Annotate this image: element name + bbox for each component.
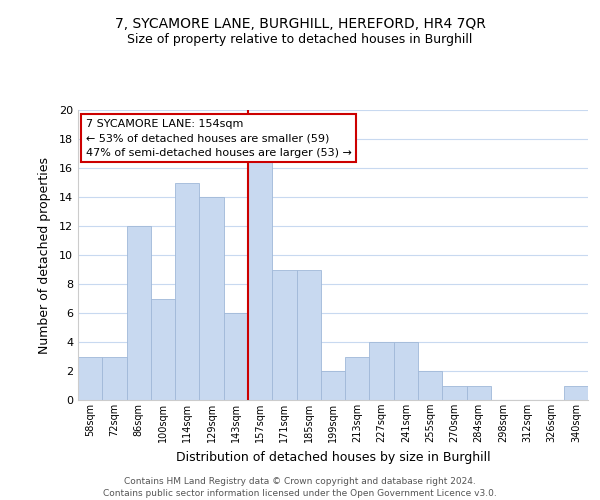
- Bar: [370, 342, 394, 400]
- Bar: [248, 154, 272, 400]
- Text: 7 SYCAMORE LANE: 154sqm
← 53% of detached houses are smaller (59)
47% of semi-de: 7 SYCAMORE LANE: 154sqm ← 53% of detache…: [86, 118, 352, 158]
- Text: Contains HM Land Registry data © Crown copyright and database right 2024.: Contains HM Land Registry data © Crown c…: [124, 478, 476, 486]
- Bar: [175, 182, 199, 400]
- Bar: [321, 371, 345, 400]
- Bar: [102, 356, 127, 400]
- X-axis label: Distribution of detached houses by size in Burghill: Distribution of detached houses by size …: [176, 450, 490, 464]
- Bar: [345, 356, 370, 400]
- Y-axis label: Number of detached properties: Number of detached properties: [38, 156, 50, 354]
- Text: 7, SYCAMORE LANE, BURGHILL, HEREFORD, HR4 7QR: 7, SYCAMORE LANE, BURGHILL, HEREFORD, HR…: [115, 18, 485, 32]
- Bar: [224, 313, 248, 400]
- Bar: [418, 371, 442, 400]
- Bar: [272, 270, 296, 400]
- Bar: [296, 270, 321, 400]
- Bar: [467, 386, 491, 400]
- Bar: [199, 197, 224, 400]
- Bar: [442, 386, 467, 400]
- Bar: [127, 226, 151, 400]
- Bar: [151, 298, 175, 400]
- Bar: [78, 356, 102, 400]
- Text: Contains public sector information licensed under the Open Government Licence v3: Contains public sector information licen…: [103, 489, 497, 498]
- Bar: [394, 342, 418, 400]
- Text: Size of property relative to detached houses in Burghill: Size of property relative to detached ho…: [127, 32, 473, 46]
- Bar: [564, 386, 588, 400]
